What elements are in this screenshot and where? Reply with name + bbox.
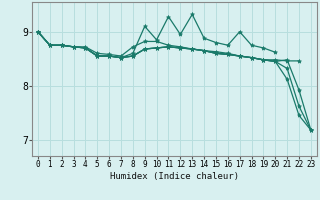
X-axis label: Humidex (Indice chaleur): Humidex (Indice chaleur) <box>110 172 239 181</box>
